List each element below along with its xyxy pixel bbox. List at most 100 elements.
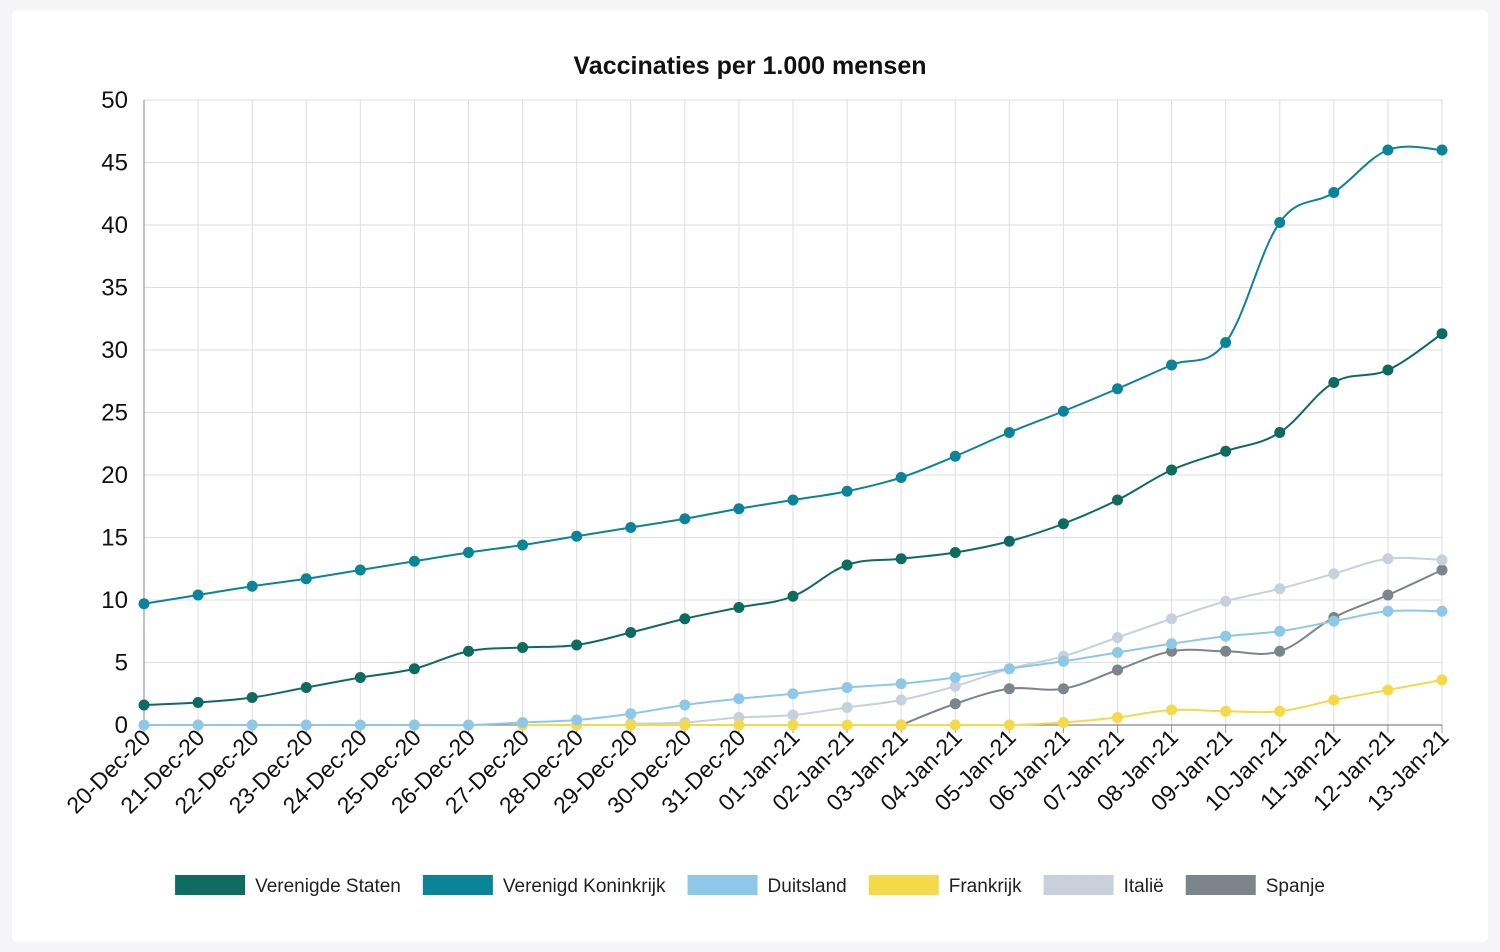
data-point[interactable] bbox=[1328, 377, 1340, 388]
data-point[interactable] bbox=[679, 699, 691, 711]
legend-item[interactable]: Duitsland bbox=[687, 875, 847, 897]
data-point[interactable] bbox=[138, 699, 150, 711]
data-point[interactable] bbox=[1166, 638, 1178, 650]
data-point[interactable] bbox=[1436, 554, 1448, 566]
data-point[interactable] bbox=[733, 719, 745, 731]
data-point[interactable] bbox=[571, 530, 583, 542]
data-point[interactable] bbox=[1220, 445, 1232, 457]
data-point[interactable] bbox=[949, 450, 961, 462]
data-point[interactable] bbox=[1057, 717, 1069, 728]
data-point[interactable] bbox=[1274, 427, 1286, 438]
data-point[interactable] bbox=[733, 602, 745, 613]
data-point[interactable] bbox=[1112, 383, 1123, 395]
data-point[interactable] bbox=[138, 719, 150, 731]
data-point[interactable] bbox=[1003, 719, 1015, 731]
data-point[interactable] bbox=[1166, 704, 1178, 716]
data-point[interactable] bbox=[1382, 684, 1394, 696]
data-point[interactable] bbox=[787, 494, 799, 506]
data-point[interactable] bbox=[679, 513, 691, 525]
data-point[interactable] bbox=[463, 719, 474, 731]
data-point[interactable] bbox=[192, 719, 204, 731]
data-point[interactable] bbox=[246, 692, 258, 703]
data-point[interactable] bbox=[895, 694, 907, 706]
data-point[interactable] bbox=[841, 682, 853, 693]
legend-item[interactable]: Frankrijk bbox=[868, 875, 1022, 897]
data-point[interactable] bbox=[1274, 583, 1286, 595]
data-point[interactable] bbox=[138, 598, 150, 610]
data-point[interactable] bbox=[1436, 605, 1448, 617]
data-point[interactable] bbox=[895, 472, 907, 483]
data-point[interactable] bbox=[1220, 595, 1232, 607]
data-point[interactable] bbox=[1220, 337, 1232, 348]
data-point[interactable] bbox=[1112, 712, 1123, 723]
data-point[interactable] bbox=[300, 719, 312, 731]
data-point[interactable] bbox=[1382, 605, 1394, 617]
data-point[interactable] bbox=[463, 547, 474, 558]
data-point[interactable] bbox=[1166, 613, 1178, 625]
data-point[interactable] bbox=[1003, 683, 1015, 695]
data-point[interactable] bbox=[1112, 664, 1123, 676]
data-point[interactable] bbox=[517, 539, 529, 551]
data-point[interactable] bbox=[787, 590, 799, 602]
data-point[interactable] bbox=[949, 680, 961, 692]
data-point[interactable] bbox=[1382, 553, 1394, 565]
data-point[interactable] bbox=[949, 698, 961, 710]
legend-item[interactable]: Verenigde Staten bbox=[175, 875, 401, 897]
data-point[interactable] bbox=[949, 719, 961, 731]
data-point[interactable] bbox=[517, 717, 529, 728]
data-point[interactable] bbox=[949, 547, 961, 558]
data-point[interactable] bbox=[1166, 359, 1178, 371]
data-point[interactable] bbox=[300, 573, 312, 585]
data-point[interactable] bbox=[1220, 630, 1232, 642]
data-point[interactable] bbox=[408, 663, 420, 675]
data-point[interactable] bbox=[408, 555, 420, 567]
data-point[interactable] bbox=[1112, 494, 1123, 506]
data-point[interactable] bbox=[787, 688, 799, 700]
data-point[interactable] bbox=[1057, 655, 1069, 667]
data-point[interactable] bbox=[300, 682, 312, 693]
data-point[interactable] bbox=[625, 522, 637, 533]
data-point[interactable] bbox=[787, 719, 799, 731]
data-point[interactable] bbox=[895, 719, 907, 731]
data-point[interactable] bbox=[571, 714, 583, 726]
data-point[interactable] bbox=[787, 709, 799, 721]
data-point[interactable] bbox=[1436, 328, 1448, 340]
data-point[interactable] bbox=[895, 678, 907, 690]
data-point[interactable] bbox=[354, 564, 366, 576]
data-point[interactable] bbox=[246, 580, 258, 592]
data-point[interactable] bbox=[1057, 518, 1069, 530]
data-point[interactable] bbox=[679, 719, 691, 731]
data-point[interactable] bbox=[1274, 705, 1286, 717]
data-point[interactable] bbox=[733, 693, 745, 705]
data-point[interactable] bbox=[1003, 535, 1015, 547]
data-point[interactable] bbox=[841, 702, 853, 713]
data-point[interactable] bbox=[625, 719, 637, 731]
data-point[interactable] bbox=[571, 639, 583, 651]
legend-item[interactable]: Italië bbox=[1043, 875, 1164, 897]
legend-item[interactable]: Spanje bbox=[1185, 875, 1325, 897]
data-point[interactable] bbox=[1382, 144, 1394, 156]
data-point[interactable] bbox=[1057, 405, 1069, 417]
data-point[interactable] bbox=[895, 553, 907, 565]
data-point[interactable] bbox=[354, 672, 366, 683]
data-point[interactable] bbox=[679, 613, 691, 625]
legend-item[interactable]: Verenigd Koninkrijk bbox=[422, 875, 666, 897]
data-point[interactable] bbox=[625, 708, 637, 720]
data-point[interactable] bbox=[1382, 589, 1394, 601]
data-point[interactable] bbox=[1112, 647, 1123, 658]
data-point[interactable] bbox=[841, 559, 853, 571]
data-point[interactable] bbox=[841, 485, 853, 497]
data-point[interactable] bbox=[517, 642, 529, 653]
data-point[interactable] bbox=[192, 697, 204, 708]
data-point[interactable] bbox=[1003, 663, 1015, 675]
data-point[interactable] bbox=[1274, 645, 1286, 657]
data-point[interactable] bbox=[1436, 144, 1448, 156]
data-point[interactable] bbox=[1057, 683, 1069, 695]
data-point[interactable] bbox=[1112, 632, 1123, 643]
data-point[interactable] bbox=[733, 503, 745, 515]
data-point[interactable] bbox=[949, 672, 961, 683]
data-point[interactable] bbox=[1003, 427, 1015, 438]
data-point[interactable] bbox=[841, 719, 853, 731]
data-point[interactable] bbox=[246, 719, 258, 731]
data-point[interactable] bbox=[1166, 464, 1178, 476]
